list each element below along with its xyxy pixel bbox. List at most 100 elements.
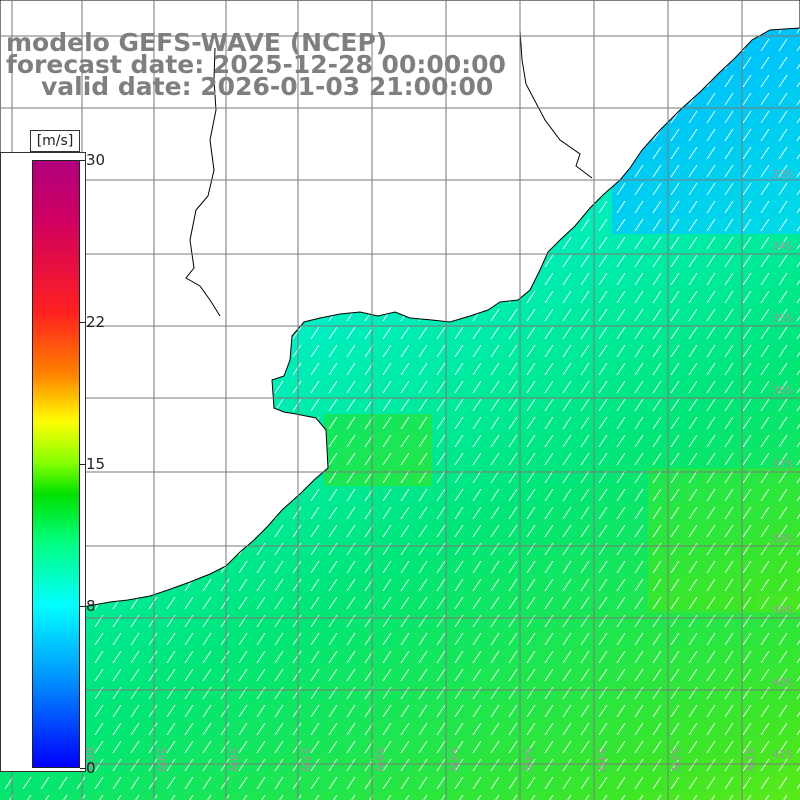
lon-label: 55W (447, 747, 460, 772)
wind-arrow (580, 272, 590, 286)
wind-arrow (94, 704, 104, 718)
wind-cell (720, 720, 739, 739)
wind-arrow (562, 452, 572, 466)
wind-arrow (256, 776, 266, 790)
wind-cell (414, 342, 433, 361)
wind-arrow (616, 218, 626, 232)
wind-arrow (760, 722, 770, 736)
wind-arrow (616, 740, 626, 754)
wind-cell (720, 666, 739, 685)
wind-arrow (382, 398, 392, 412)
wind-arrow (526, 362, 536, 376)
wind-arrow (742, 596, 752, 610)
wind-cell (360, 414, 379, 433)
wind-cell (684, 180, 703, 199)
wind-cell (792, 774, 800, 793)
wind-arrow (760, 650, 770, 664)
wind-arrow (598, 344, 608, 358)
wind-cell (630, 162, 649, 181)
wind-arrow (274, 596, 284, 610)
wind-cell (504, 648, 523, 667)
wind-arrow (130, 686, 140, 700)
wind-cell (414, 360, 433, 379)
wind-cell (486, 612, 505, 631)
wind-cell (504, 702, 523, 721)
wind-cell (576, 216, 595, 235)
wind-arrow (796, 657, 800, 664)
wind-cell (756, 324, 775, 343)
wind-cell (666, 378, 685, 397)
wind-arrow (760, 128, 770, 142)
wind-arrow (490, 632, 500, 646)
wind-cell (630, 306, 649, 325)
wind-arrow (94, 686, 104, 700)
wind-arrow (526, 668, 536, 682)
wind-arrow (454, 506, 464, 520)
wind-cell (684, 684, 703, 703)
wind-cell (630, 648, 649, 667)
wind-arrow (778, 776, 788, 790)
wind-arrow (670, 704, 680, 718)
wind-cell (648, 648, 667, 667)
wind-arrow (292, 542, 302, 556)
wind-arrow (742, 290, 752, 304)
wind-arrow (490, 668, 500, 682)
wind-cell (450, 414, 469, 433)
wind-arrow (346, 758, 356, 772)
wind-cell (468, 522, 487, 541)
wind-arrow (724, 128, 734, 142)
wind-arrow (400, 614, 410, 628)
wind-arrow (382, 758, 392, 772)
wind-cell (432, 702, 451, 721)
wind-cell (684, 450, 703, 469)
wind-arrow (562, 290, 572, 304)
wind-cell (594, 612, 613, 631)
wind-cell (756, 36, 775, 55)
wind-arrow (472, 488, 482, 502)
wind-arrow (562, 722, 572, 736)
wind-cell (612, 234, 631, 253)
wind-cell (702, 162, 721, 181)
wind-arrow (544, 704, 554, 718)
wind-arrow (310, 398, 320, 412)
wind-cell (522, 432, 541, 451)
wind-cell (360, 684, 379, 703)
wind-arrow (310, 614, 320, 628)
wind-arrow (688, 668, 698, 682)
wind-cell (468, 630, 487, 649)
wind-cell (306, 774, 325, 793)
wind-cell (162, 666, 181, 685)
wind-cell (234, 594, 253, 613)
wind-arrow (346, 416, 356, 430)
wind-arrow (742, 416, 752, 430)
wind-cell (432, 414, 451, 433)
wind-cell (576, 288, 595, 307)
wind-arrow (706, 452, 716, 466)
wind-cell (342, 774, 361, 793)
wind-arrow (778, 254, 788, 268)
wind-cell (414, 774, 433, 793)
wind-cell (108, 774, 127, 793)
wind-arrow (783, 794, 788, 800)
wind-arrow (760, 416, 770, 430)
wind-arrow (274, 686, 284, 700)
wind-arrow (454, 416, 464, 430)
wind-arrow (454, 488, 464, 502)
wind-arrow (310, 578, 320, 592)
wind-cell (90, 756, 109, 775)
wind-cell (702, 342, 721, 361)
wind-cell (774, 90, 793, 109)
wind-arrow (778, 686, 788, 700)
wind-cell (666, 414, 685, 433)
wind-arrow (310, 506, 320, 520)
wind-arrow (598, 506, 608, 520)
wind-arrow (400, 704, 410, 718)
wind-cell (270, 558, 289, 577)
wind-arrow (688, 434, 698, 448)
wind-cell (306, 702, 325, 721)
wind-cell (666, 324, 685, 343)
wind-arrow (621, 794, 626, 800)
wind-arrow (544, 524, 554, 538)
legend-tick-label: 30 (86, 151, 106, 169)
